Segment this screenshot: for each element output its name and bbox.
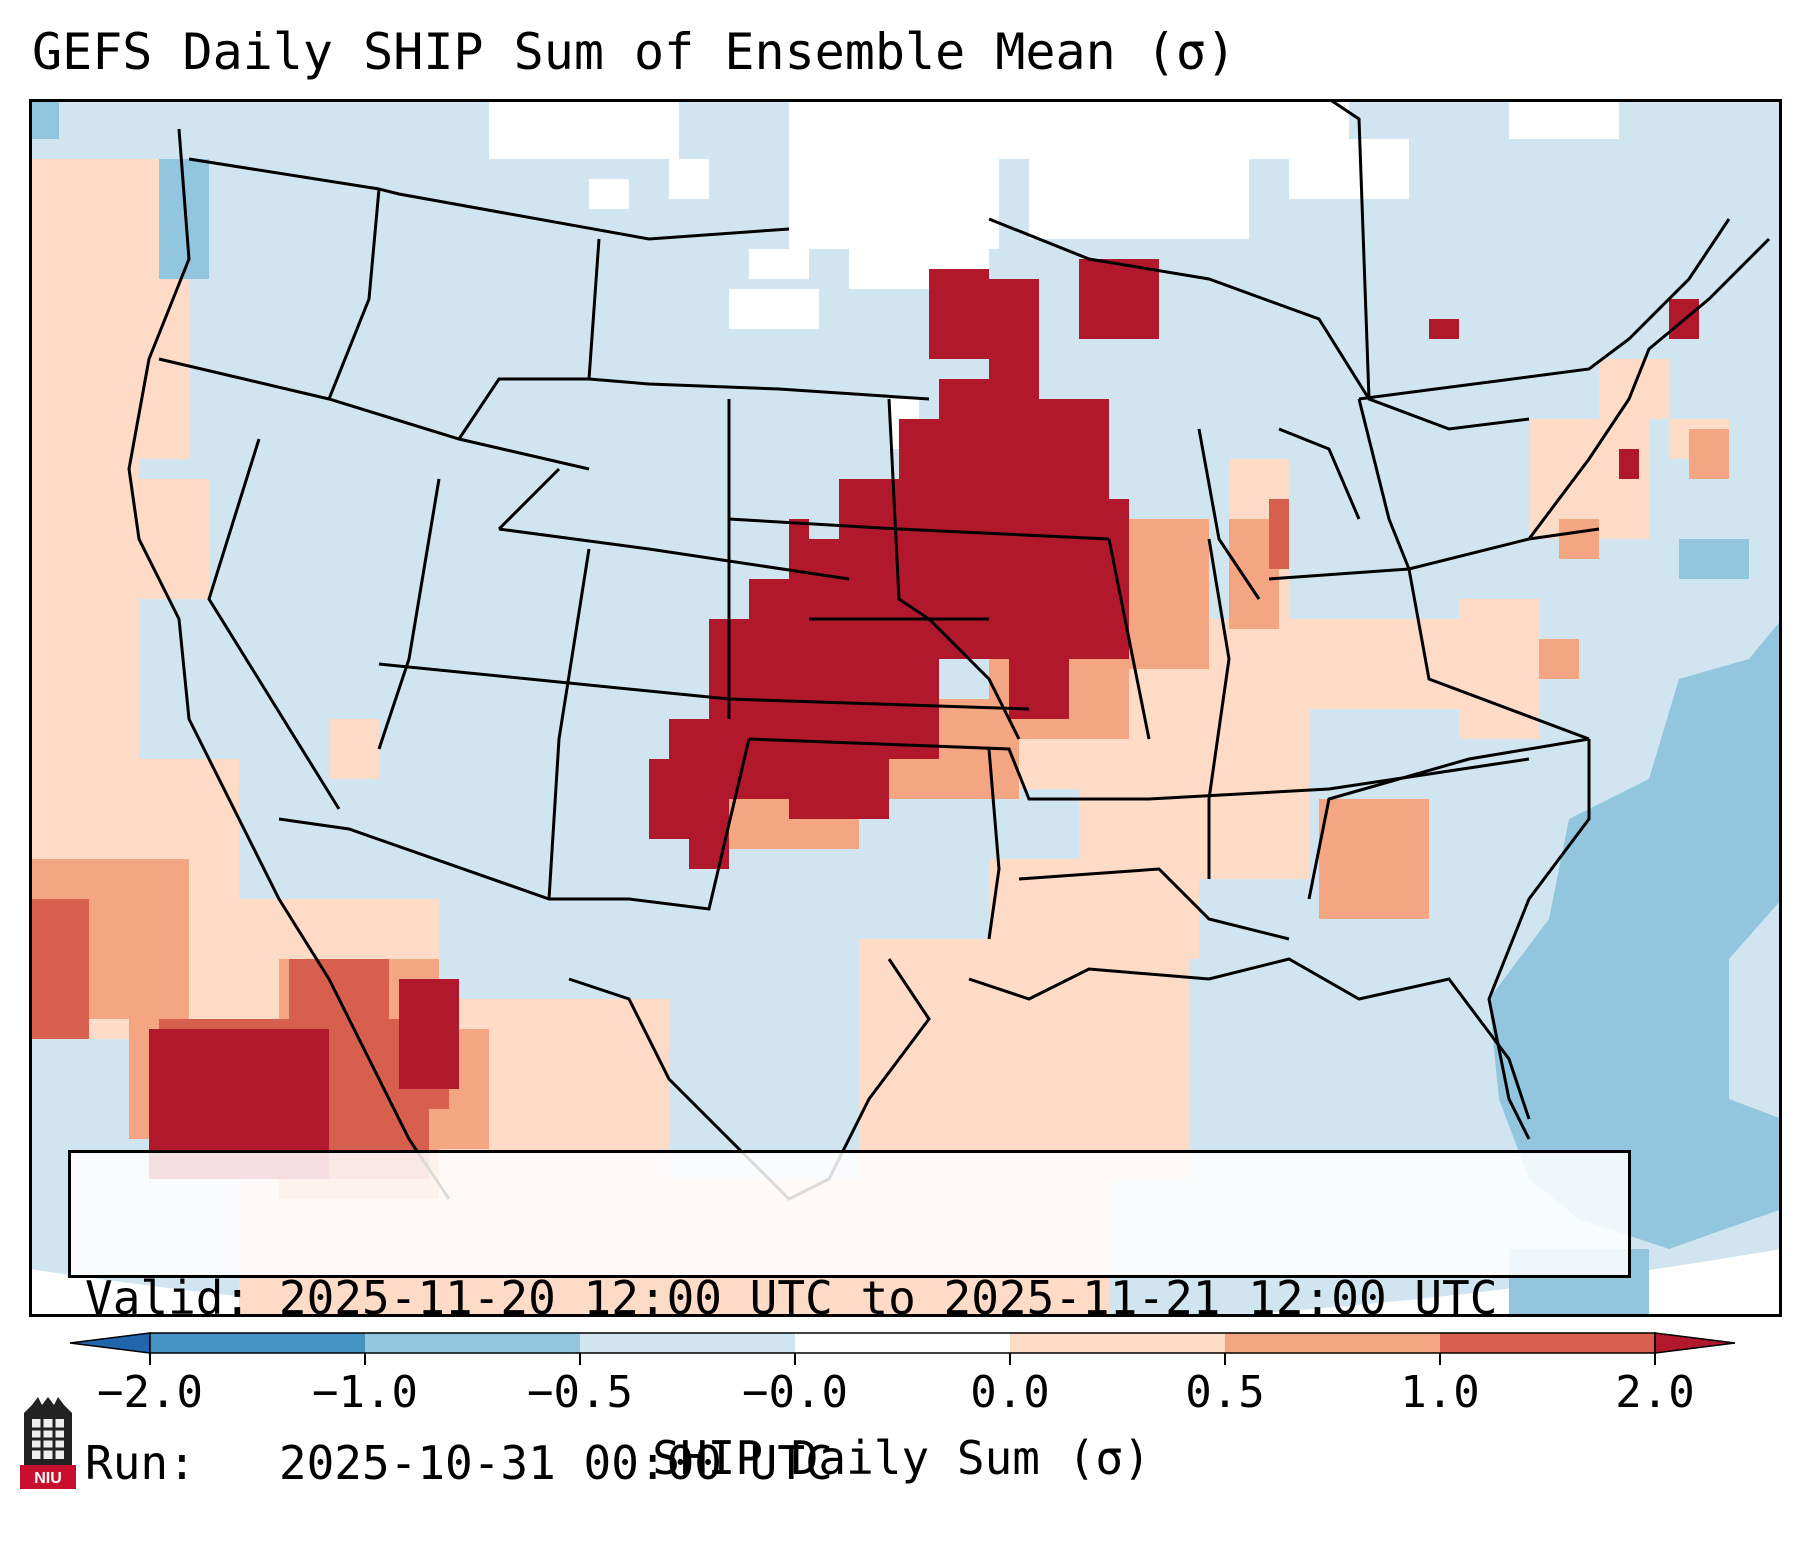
tick-label-1: −1.0 — [312, 1367, 418, 1418]
ship-anomaly-map — [29, 99, 1782, 1317]
valid-time-row: Valid: 2025-11-20 12:00 UTC to 2025-11-2… — [85, 1271, 1614, 1326]
niu-logo: NIU — [20, 1397, 76, 1489]
map-frame — [29, 99, 1782, 1317]
valid-label: Valid: — [85, 1271, 252, 1325]
run-time-row: Run: 2025-10-31 00:00 UTC — [85, 1436, 1614, 1491]
logo-text: NIU — [34, 1470, 62, 1487]
colorbar-extend-high — [1654, 1332, 1736, 1354]
tick-label-5: 0.5 — [1185, 1367, 1265, 1418]
map-title: GEFS Daily SHIP Sum of Ensemble Mean (σ) — [32, 23, 1237, 81]
tick-label-3: −0.0 — [742, 1367, 848, 1418]
run-value: 2025-10-31 00:00 UTC — [278, 1436, 833, 1490]
run-info-box: Valid: 2025-11-20 12:00 UTC to 2025-11-2… — [68, 1150, 1631, 1490]
colorbar-segment-7 — [1440, 1333, 1655, 1353]
colorbar-segment-5 — [1010, 1333, 1225, 1353]
colorbar-segment-3 — [580, 1333, 795, 1353]
colorbar-frame — [149, 1332, 1656, 1354]
colorbar-segment-4 — [795, 1333, 1010, 1353]
tick-label-6: 1.0 — [1400, 1367, 1480, 1418]
run-label: Run: — [85, 1436, 196, 1490]
colorbar-segment-1 — [150, 1333, 365, 1353]
valid-value: 2025-11-20 12:00 UTC to 2025-11-21 12:00… — [278, 1271, 1498, 1325]
tick-label-0: −2.0 — [97, 1367, 203, 1418]
state-boundaries — [127, 99, 1771, 1201]
colorbar — [70, 1332, 1736, 1365]
neutral-region — [489, 99, 1619, 449]
tick-label-7: 2.0 — [1615, 1367, 1695, 1418]
tick-label-4: 0.0 — [970, 1367, 1050, 1418]
colorbar-extend-low — [70, 1332, 151, 1354]
colorbar-label: SHIP Daily Sum (σ) — [652, 1431, 1151, 1485]
colorbar-segment-2 — [365, 1333, 580, 1353]
colorbar-segment-6 — [1225, 1333, 1440, 1353]
tick-label-2: −0.5 — [527, 1367, 633, 1418]
